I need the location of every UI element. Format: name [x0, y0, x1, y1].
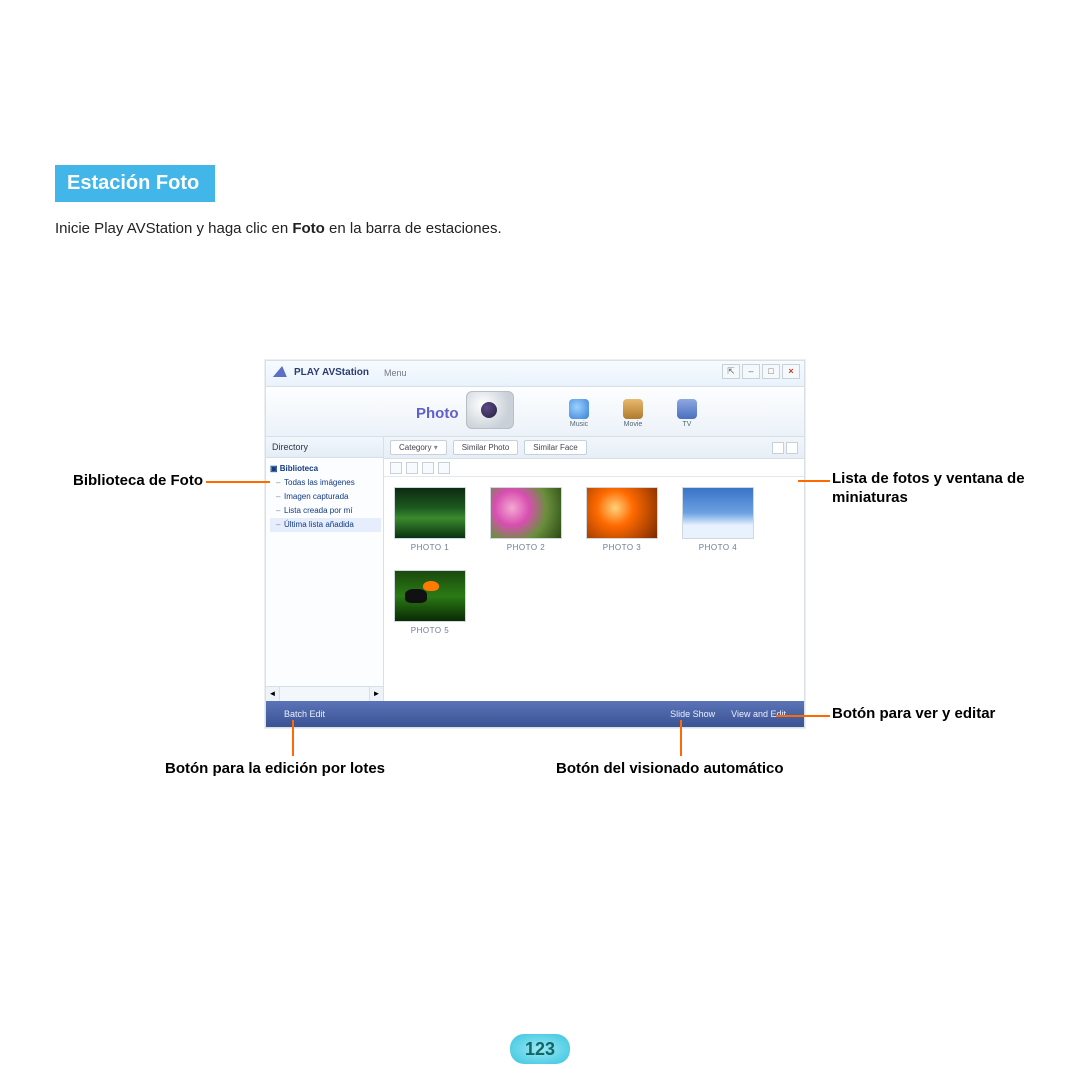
thumbnail-grid: PHOTO 1 PHOTO 2 PHOTO 3 PHOTO 4 PHOTO 5 [384, 477, 804, 645]
thumbnail-image[interactable] [682, 487, 754, 539]
station-music[interactable]: Music [566, 399, 592, 428]
thumbnail[interactable]: PHOTO 2 [490, 487, 562, 552]
thumbnail[interactable]: PHOTO 5 [394, 570, 466, 635]
scroll-right-icon[interactable]: ► [369, 687, 383, 701]
tree-item[interactable]: Imagen capturada [270, 490, 381, 504]
directory-sidebar: Directory Biblioteca Todas las imágenes … [266, 437, 384, 701]
annotated-screenshot: PLAY AVStation Menu ⇱ – □ × Photo Music … [0, 360, 1080, 790]
leader-line [776, 715, 830, 717]
section-title: Estación Foto [55, 165, 215, 202]
photo-pane: Category Similar Photo Similar Face PHOT… [384, 437, 804, 701]
tool-icon[interactable] [406, 462, 418, 474]
similar-photo-button[interactable]: Similar Photo [453, 440, 519, 455]
avstation-window: PLAY AVStation Menu ⇱ – □ × Photo Music … [265, 360, 805, 728]
intro-text: Inicie Play AVStation y haga clic en Fot… [55, 220, 1025, 237]
tree-item[interactable]: Todas las imágenes [270, 476, 381, 490]
intro-bold: Foto [292, 220, 324, 237]
close-button[interactable]: × [782, 364, 800, 379]
tool-icon[interactable] [438, 462, 450, 474]
movie-icon [623, 399, 643, 419]
station-tv[interactable]: TV [674, 399, 700, 428]
tool-icon[interactable] [390, 462, 402, 474]
thumbnail-caption: PHOTO 4 [682, 543, 754, 552]
view-and-edit-button[interactable]: View and Edit [723, 709, 794, 719]
category-dropdown[interactable]: Category [390, 440, 447, 455]
leader-line [292, 720, 294, 756]
slide-show-button[interactable]: Slide Show [662, 709, 723, 719]
intro-pre: Inicie Play AVStation y haga clic en [55, 220, 292, 237]
tool-icon[interactable] [422, 462, 434, 474]
thumbnail-caption: PHOTO 3 [586, 543, 658, 552]
view-mode-icon[interactable] [772, 442, 784, 454]
callout-batch: Botón para la edición por lotes [165, 760, 385, 779]
footer-bar: Batch Edit Slide Show View and Edit [266, 701, 804, 727]
thumbnail-caption: PHOTO 2 [490, 543, 562, 552]
similar-face-button[interactable]: Similar Face [524, 440, 586, 455]
filter-row: Category Similar Photo Similar Face [384, 437, 804, 459]
scroll-track[interactable] [280, 687, 369, 701]
camera-icon [466, 391, 514, 429]
pin-button[interactable]: ⇱ [722, 364, 740, 379]
station-photo-label[interactable]: Photo [416, 405, 459, 422]
app-title-text: PLAY AVStation [294, 367, 369, 378]
tv-icon [677, 399, 697, 419]
tree-root[interactable]: Biblioteca [270, 462, 381, 476]
thumbnail-caption: PHOTO 1 [394, 543, 466, 552]
maximize-button[interactable]: □ [762, 364, 780, 379]
callout-thumbs: Lista de fotos y ventana de miniaturas [832, 470, 1032, 508]
thumbnail[interactable]: PHOTO 3 [586, 487, 658, 552]
callout-slideshow: Botón del visionado automático [556, 760, 784, 779]
leader-line [798, 480, 830, 482]
directory-header: Directory [266, 437, 383, 458]
app-logo-icon [273, 366, 289, 377]
tool-row [384, 459, 804, 477]
thumbnail[interactable]: PHOTO 1 [394, 487, 466, 552]
page-number-badge: 123 [510, 1034, 570, 1064]
callout-library: Biblioteca de Foto [63, 472, 203, 491]
menu-label[interactable]: Menu [384, 368, 407, 378]
window-titlebar: PLAY AVStation Menu ⇱ – □ × [266, 361, 804, 387]
library-tree[interactable]: Biblioteca Todas las imágenes Imagen cap… [266, 458, 383, 686]
thumbnail-image[interactable] [394, 487, 466, 539]
leader-line [206, 481, 270, 483]
view-mode-icon[interactable] [786, 442, 798, 454]
thumbnail-caption: PHOTO 5 [394, 626, 466, 635]
headphone-icon [569, 399, 589, 419]
tree-item-selected[interactable]: Última lista añadida [270, 518, 381, 532]
thumbnail[interactable]: PHOTO 4 [682, 487, 754, 552]
batch-edit-button[interactable]: Batch Edit [276, 709, 333, 719]
thumbnail-image[interactable] [586, 487, 658, 539]
tv-label: TV [674, 421, 700, 428]
music-label: Music [566, 421, 592, 428]
tree-item[interactable]: Lista creada por mí [270, 504, 381, 518]
scroll-left-icon[interactable]: ◄ [266, 687, 280, 701]
movie-label: Movie [620, 421, 646, 428]
sidebar-scrollbar[interactable]: ◄ ► [266, 686, 383, 701]
station-movie[interactable]: Movie [620, 399, 646, 428]
leader-line [680, 720, 682, 756]
callout-view-edit: Botón para ver y editar [832, 705, 1002, 724]
intro-post: en la barra de estaciones. [325, 220, 502, 237]
station-bar: Photo Music Movie TV [266, 387, 804, 437]
minimize-button[interactable]: – [742, 364, 760, 379]
thumbnail-image[interactable] [490, 487, 562, 539]
thumbnail-image[interactable] [394, 570, 466, 622]
